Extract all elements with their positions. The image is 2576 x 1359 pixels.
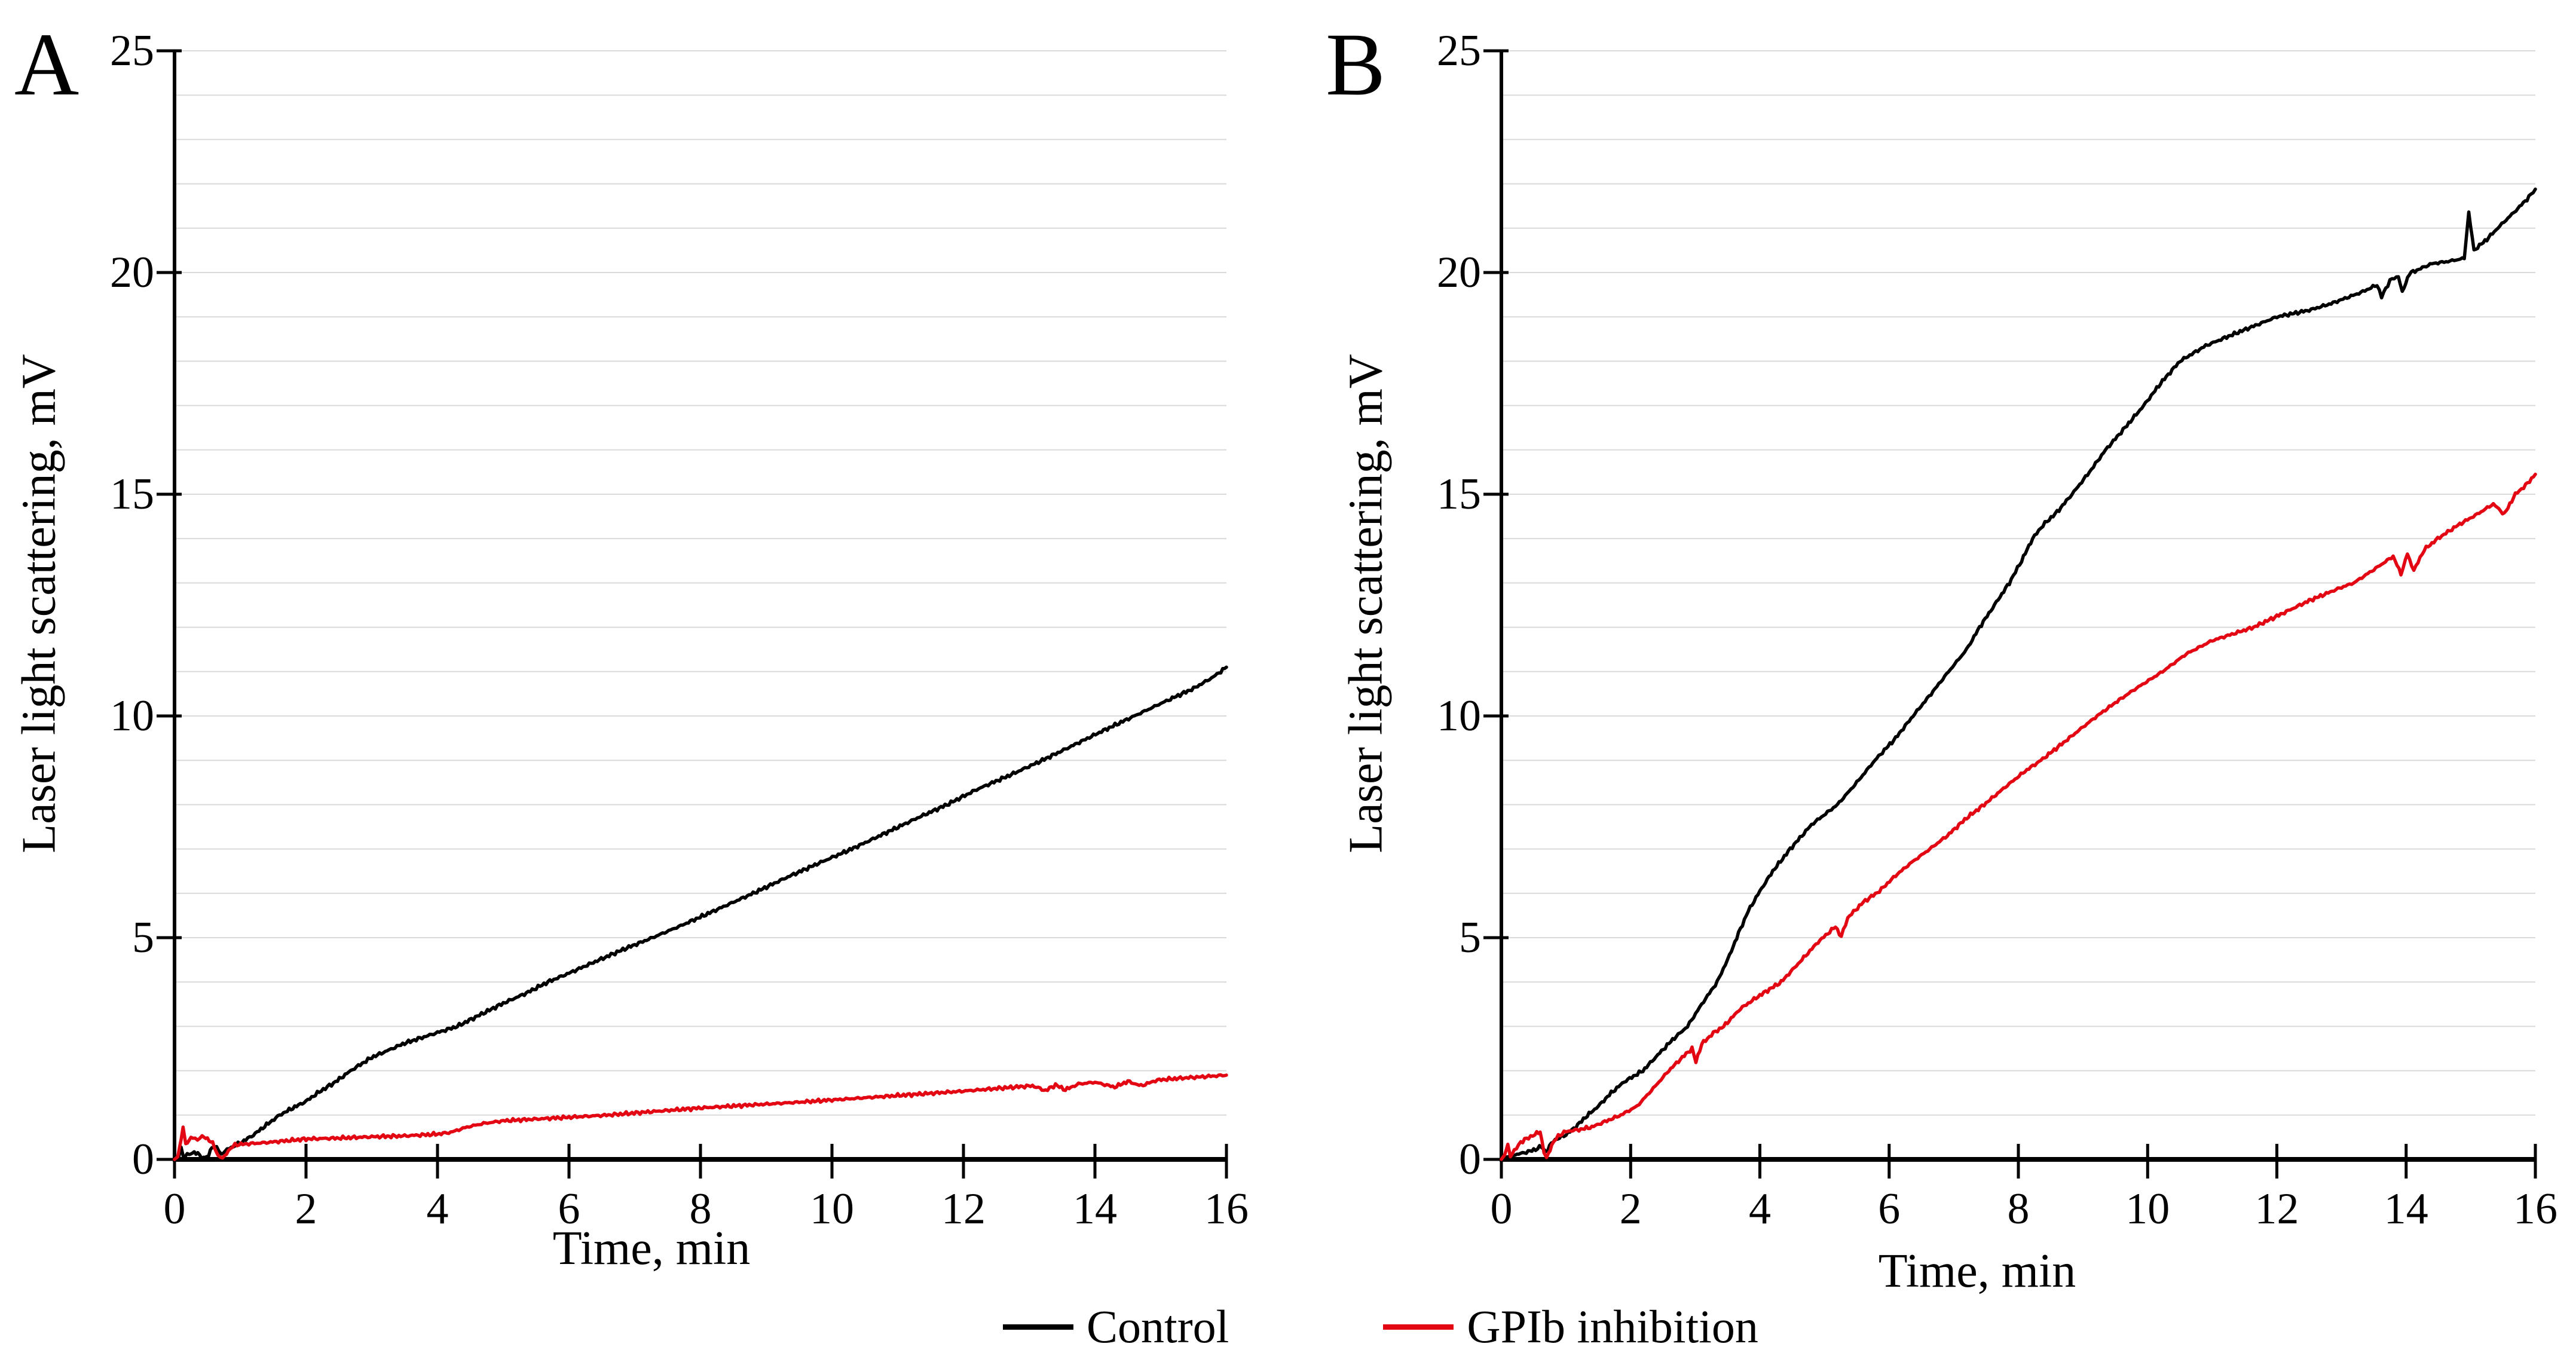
- series-line-b-gpib-inhibition: [1500, 472, 2537, 1161]
- x-tick-label: 16: [2513, 1184, 2557, 1233]
- legend: Control GPIb inhibition: [1003, 1296, 1758, 1358]
- y-tick-label: 25: [1437, 26, 1481, 75]
- x-tick-label: 0: [163, 1184, 186, 1233]
- x-tick-label: 10: [2125, 1184, 2170, 1233]
- series-line-a-control: [173, 665, 1228, 1161]
- legend-item-control: Control: [1003, 1296, 1229, 1358]
- y-tick-label: 25: [110, 26, 154, 75]
- x-tick-label: 2: [1619, 1184, 1642, 1233]
- x-tick-label: 4: [1749, 1184, 1771, 1233]
- legend-label: Control: [1087, 1300, 1229, 1352]
- panel-a-x-axis-title: Time, min: [552, 1222, 751, 1275]
- y-tick-label: 0: [1459, 1135, 1481, 1184]
- x-tick-label: 6: [558, 1184, 580, 1233]
- series-line-b-control: [1500, 187, 2537, 1161]
- y-tick-label: 0: [132, 1135, 154, 1184]
- legend-line-swatch: [1383, 1324, 1454, 1330]
- x-tick-label: 12: [941, 1184, 986, 1233]
- x-tick-label: 0: [1490, 1184, 1513, 1233]
- y-tick-label: 10: [110, 691, 154, 740]
- y-tick-label: 5: [132, 913, 154, 962]
- x-tick-label: 4: [426, 1184, 449, 1233]
- panel-a-label: A: [14, 15, 79, 114]
- legend-label: GPIb inhibition: [1467, 1300, 1758, 1352]
- x-tick-label: 14: [2384, 1184, 2428, 1233]
- x-tick-label: 6: [1878, 1184, 1901, 1233]
- x-tick-label: 12: [2254, 1184, 2299, 1233]
- x-tick-label: 14: [1073, 1184, 1117, 1233]
- y-tick-label: 20: [110, 248, 154, 297]
- panel-a-y-axis-title: Laser light scattering, mV: [13, 354, 66, 853]
- y-tick-label: 5: [1459, 913, 1481, 962]
- x-tick-label: 8: [689, 1184, 712, 1233]
- series-line-a-gpib-inhibition: [173, 1073, 1228, 1161]
- x-tick-label: 2: [295, 1184, 317, 1233]
- x-tick-label: 16: [1204, 1184, 1249, 1233]
- panel-b-label: B: [1326, 15, 1386, 114]
- x-tick-label: 8: [2007, 1184, 2030, 1233]
- y-tick-label: 15: [110, 470, 154, 519]
- y-tick-label: 20: [1437, 248, 1481, 297]
- y-tick-label: 15: [1437, 470, 1481, 519]
- x-tick-label: 10: [810, 1184, 854, 1233]
- y-tick-label: 10: [1437, 691, 1481, 740]
- legend-item-gpib-inhibition: GPIb inhibition: [1383, 1296, 1758, 1358]
- legend-line-swatch: [1003, 1324, 1073, 1330]
- panel-b-x-axis-title: Time, min: [1878, 1245, 2076, 1297]
- panel-b-y-axis-title: Laser light scattering, mV: [1339, 354, 1393, 853]
